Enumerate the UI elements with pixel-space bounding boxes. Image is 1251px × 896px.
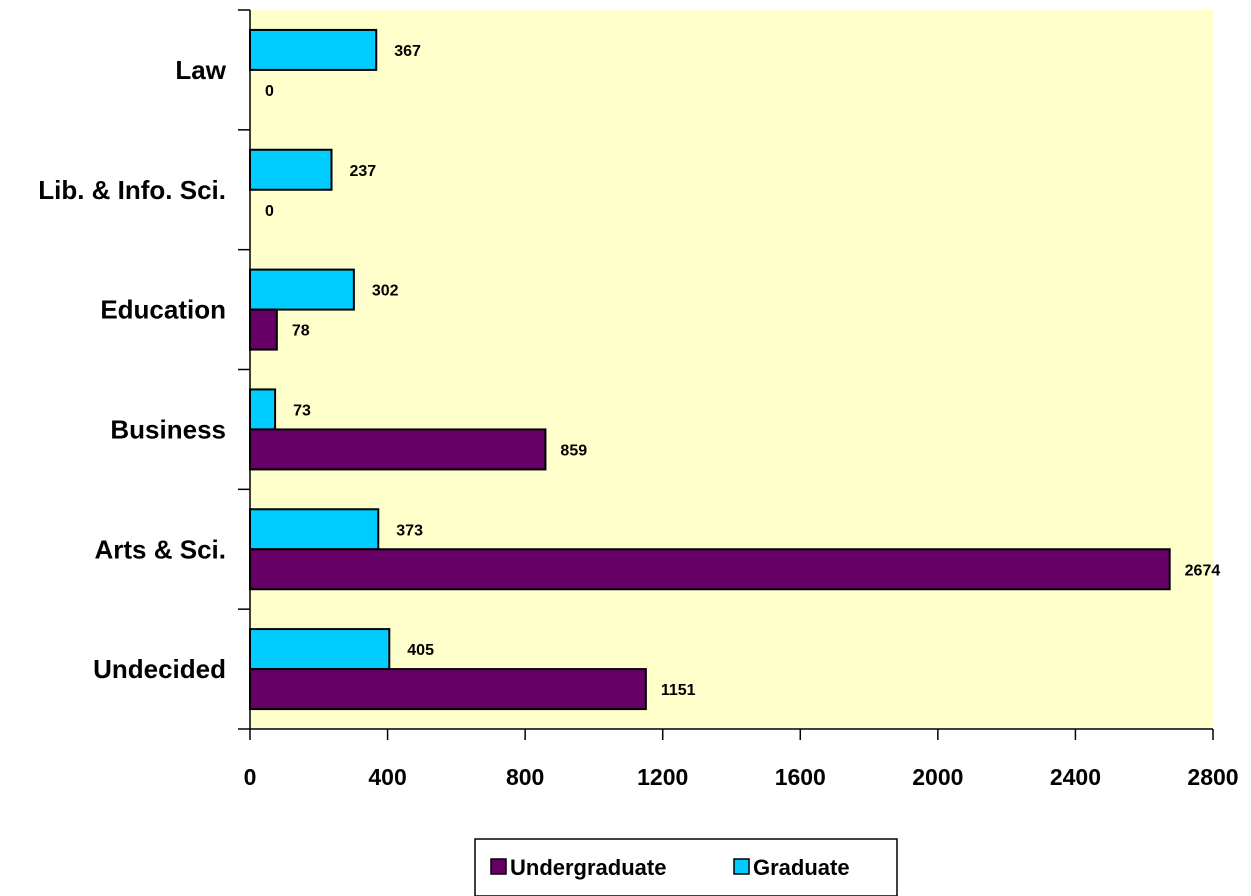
x-tick-label: 1600 — [775, 764, 826, 790]
data-label-graduate-education: 302 — [372, 283, 399, 300]
data-label-undergraduate-education: 78 — [292, 323, 310, 340]
category-label-undecided: Undecided — [93, 654, 226, 684]
x-tick-label: 2800 — [1187, 764, 1238, 790]
x-tick-label: 2400 — [1050, 764, 1101, 790]
data-label-undergraduate-business: 859 — [560, 442, 587, 459]
x-tick-label: 0 — [244, 764, 257, 790]
legend-swatch-graduate — [733, 858, 750, 875]
bar-graduate-law — [249, 28, 378, 71]
legend-label-undergraduate: Undergraduate — [510, 855, 666, 880]
bar-undergraduate-arts-sci — [249, 548, 1171, 591]
category-label-arts-sci: Arts & Sci. — [95, 534, 227, 564]
bar-undergraduate-undecided — [249, 668, 647, 711]
category-label-education: Education — [100, 295, 226, 325]
category-label-business: Business — [110, 414, 226, 444]
plot-area — [250, 10, 1213, 729]
data-label-undergraduate-undecided: 1151 — [661, 682, 696, 699]
category-label-law: Law — [175, 55, 226, 85]
x-tick-label: 1200 — [637, 764, 688, 790]
bar-undergraduate-education — [249, 308, 278, 351]
bar-graduate-education — [249, 268, 355, 311]
bar-graduate-business — [249, 388, 277, 431]
data-label-undergraduate-arts-sci: 2674 — [1185, 562, 1221, 579]
data-label-undergraduate-lib-info-sci: 0 — [265, 203, 274, 220]
data-label-undergraduate-law: 0 — [265, 83, 274, 100]
legend-label-graduate: Graduate — [753, 855, 850, 880]
x-tick-label: 800 — [506, 764, 544, 790]
data-label-graduate-law: 367 — [394, 43, 421, 60]
data-label-graduate-undecided: 405 — [407, 642, 434, 659]
legend-box — [474, 838, 898, 896]
x-tick-label: 400 — [368, 764, 406, 790]
bar-graduate-lib-info-sci — [249, 148, 333, 191]
data-label-graduate-lib-info-sci: 237 — [350, 163, 377, 180]
data-label-graduate-arts-sci: 373 — [396, 522, 423, 539]
x-tick-label: 2000 — [912, 764, 963, 790]
legend-swatch-undergraduate — [490, 858, 507, 875]
bar-graduate-undecided — [249, 628, 391, 671]
bar-undergraduate-business — [249, 428, 547, 471]
data-label-graduate-business: 73 — [293, 402, 311, 419]
bar-graduate-arts-sci — [249, 508, 380, 551]
category-label-lib-info-sci: Lib. & Info. Sci. — [38, 175, 226, 205]
legend: Undergraduate Graduate — [474, 838, 898, 896]
